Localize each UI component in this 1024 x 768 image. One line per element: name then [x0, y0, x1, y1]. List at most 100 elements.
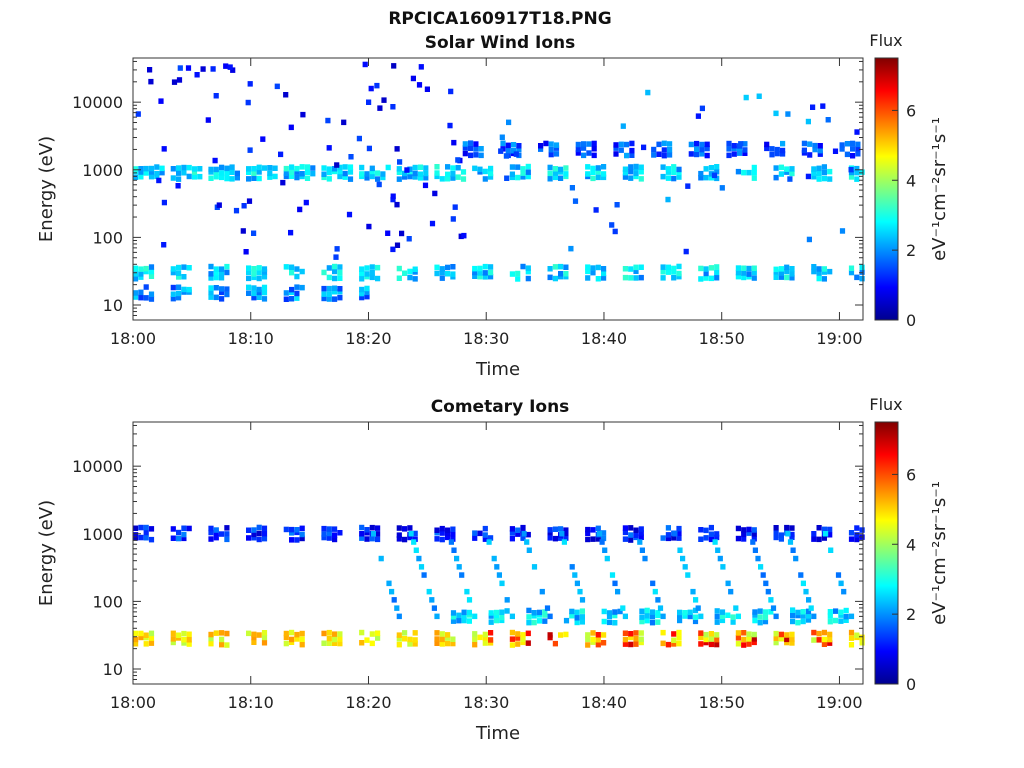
heatmap-cell — [816, 536, 822, 543]
heatmap-cell — [773, 635, 779, 641]
heatmap-cell — [454, 555, 460, 562]
heatmap-cell — [773, 630, 779, 637]
heatmap-cell — [685, 183, 691, 189]
heatmap-cell — [569, 564, 575, 570]
heatmap-cell — [816, 630, 822, 637]
heatmap-cell — [854, 632, 860, 638]
heatmap-cell — [790, 618, 796, 625]
heatmap-cell — [208, 271, 214, 277]
heatmap-cell — [326, 526, 332, 532]
heatmap-cell — [208, 294, 214, 300]
heatmap-cell — [694, 151, 700, 158]
heatmap-cell — [181, 164, 187, 171]
heatmap-cell — [337, 631, 343, 637]
heatmap-cell — [708, 631, 714, 637]
heatmap-cell — [606, 619, 613, 626]
heatmap-cell — [423, 170, 429, 177]
heatmap-cell — [394, 201, 400, 208]
heatmap-cell — [197, 166, 203, 172]
heatmap-cell — [762, 609, 769, 615]
heatmap-cell — [638, 274, 644, 281]
heatmap-cell — [682, 613, 688, 619]
heatmap-cell — [332, 532, 338, 538]
heatmap-cell — [515, 635, 521, 641]
heatmap-cell — [613, 142, 619, 148]
heatmap-cell — [595, 174, 601, 181]
heatmap-cell — [170, 295, 176, 302]
heatmap-cell — [735, 613, 741, 620]
heatmap-cell — [784, 268, 790, 275]
heatmap-cell — [746, 169, 752, 176]
heatmap-cell — [289, 629, 295, 636]
heatmap-cell — [321, 531, 327, 537]
heatmap-cell — [251, 175, 257, 181]
heatmap-cell — [359, 171, 365, 177]
heatmap-cell — [181, 535, 187, 542]
heatmap-cell — [364, 530, 370, 536]
heatmap-cell — [698, 634, 704, 641]
heatmap-cell — [553, 151, 560, 157]
heatmap-cell — [191, 169, 198, 175]
heatmap-cell — [434, 640, 440, 646]
heatmap-cell — [730, 619, 736, 625]
heatmap-cell — [811, 268, 817, 275]
heatmap-cell — [563, 535, 569, 541]
heatmap-cells — [133, 61, 865, 302]
heatmap-cell — [170, 526, 176, 532]
heatmap-cell — [208, 631, 214, 638]
heatmap-cell — [176, 294, 182, 301]
heatmap-cell — [359, 276, 365, 282]
heatmap-cell — [667, 147, 673, 153]
heatmap-cell — [773, 274, 779, 280]
heatmap-cell — [375, 176, 381, 182]
heatmap-cell — [572, 198, 579, 204]
heatmap-cell — [821, 535, 827, 541]
heatmap-cell — [595, 632, 601, 638]
heatmap-cell — [261, 289, 268, 296]
heatmap-cell — [811, 174, 817, 180]
heatmap-cell — [488, 273, 494, 280]
heatmap-cell — [488, 613, 494, 619]
heatmap-cell — [143, 529, 149, 536]
heatmap-cell — [421, 572, 427, 578]
heatmap-cell — [509, 629, 515, 636]
heatmap-cell — [505, 148, 511, 154]
heatmap-cell — [660, 640, 666, 647]
heatmap-cell — [299, 531, 305, 538]
heatmap-cell — [245, 99, 251, 106]
heatmap-cell — [364, 265, 370, 271]
heatmap-cell — [181, 286, 187, 293]
heatmap-cell — [224, 165, 230, 172]
heatmap-cell — [208, 525, 214, 532]
heatmap-cell — [665, 166, 671, 172]
heatmap-cell — [720, 564, 726, 570]
y-axis-label: Energy (eV) — [36, 136, 57, 242]
heatmap-cell — [827, 618, 833, 625]
heatmap-cell — [601, 530, 607, 536]
heatmap-cell — [622, 525, 628, 531]
heatmap-cell — [456, 564, 462, 570]
heatmap-cell — [661, 147, 667, 153]
heatmap-cell — [698, 641, 704, 647]
heatmap-cell — [778, 636, 784, 642]
heatmap-cell — [326, 629, 332, 636]
heatmap-cell — [741, 265, 747, 271]
heatmap-cell — [133, 271, 139, 277]
heatmap-cell — [628, 634, 634, 641]
heatmap-cell — [396, 632, 402, 638]
heatmap-cell — [848, 265, 855, 271]
heatmap-cell — [418, 564, 425, 570]
heatmap-cell — [671, 175, 677, 182]
heatmap-cell — [208, 285, 214, 291]
heatmap-cell — [699, 105, 705, 112]
heatmap-cell — [472, 530, 478, 536]
heatmap-cell — [579, 614, 585, 620]
heatmap-cell — [735, 168, 741, 175]
y-tick-label: 1000 — [82, 525, 123, 544]
heatmap-cell — [803, 588, 809, 595]
heatmap-cell — [366, 99, 372, 105]
heatmap-cell — [294, 165, 300, 172]
heatmap-cell — [289, 164, 295, 170]
heatmap-cell — [677, 547, 683, 553]
heatmap-cell — [509, 171, 515, 177]
